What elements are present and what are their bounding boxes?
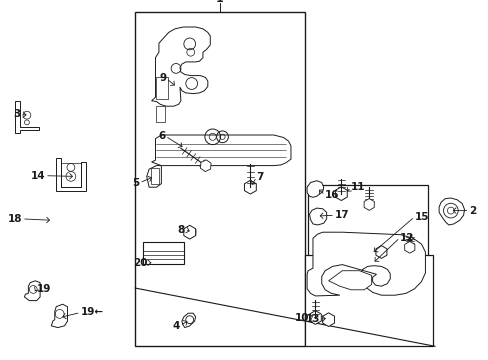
Text: 10: 10 (294, 312, 308, 323)
Bar (155, 77, 167, 99)
Text: 16: 16 (325, 190, 339, 200)
Polygon shape (328, 271, 371, 290)
Polygon shape (309, 208, 326, 225)
Polygon shape (328, 271, 371, 290)
Text: 14: 14 (30, 171, 45, 181)
Polygon shape (322, 313, 334, 327)
Text: 18: 18 (7, 214, 22, 224)
Bar (155, 106, 165, 122)
Text: 9: 9 (159, 73, 166, 84)
Polygon shape (185, 227, 195, 238)
Polygon shape (364, 199, 373, 210)
Polygon shape (404, 242, 414, 253)
Bar (61, 163, 81, 187)
Polygon shape (438, 198, 464, 225)
Bar (150, 168, 159, 184)
Polygon shape (309, 311, 321, 324)
Polygon shape (335, 187, 346, 201)
Bar (135, 12, 305, 346)
Polygon shape (306, 232, 425, 296)
Text: 17: 17 (334, 210, 349, 220)
Polygon shape (306, 181, 323, 197)
Text: 20: 20 (133, 258, 147, 268)
Polygon shape (151, 135, 290, 166)
Polygon shape (51, 304, 67, 328)
Text: 15: 15 (414, 212, 428, 222)
Text: 6: 6 (158, 131, 165, 141)
Bar (304, 255, 432, 346)
Text: 13: 13 (305, 314, 320, 324)
Text: 12: 12 (399, 233, 414, 243)
Polygon shape (15, 101, 39, 133)
Bar (142, 242, 184, 264)
Text: 1: 1 (216, 0, 224, 4)
Text: 4: 4 (172, 321, 180, 331)
Polygon shape (183, 225, 195, 239)
Text: 11: 11 (350, 182, 365, 192)
Bar (307, 185, 427, 263)
Text: 19←: 19← (81, 307, 103, 318)
Polygon shape (244, 180, 256, 194)
Polygon shape (182, 313, 195, 328)
Text: 5: 5 (132, 178, 139, 188)
Text: 8: 8 (177, 225, 184, 235)
Polygon shape (146, 166, 161, 187)
Polygon shape (200, 160, 211, 172)
Polygon shape (375, 246, 386, 258)
Polygon shape (151, 27, 210, 106)
Text: 2: 2 (468, 206, 476, 216)
Polygon shape (24, 281, 40, 301)
Text: 19: 19 (37, 284, 51, 294)
Text: 7: 7 (256, 172, 264, 182)
Text: 3: 3 (13, 109, 20, 120)
Polygon shape (56, 158, 85, 191)
